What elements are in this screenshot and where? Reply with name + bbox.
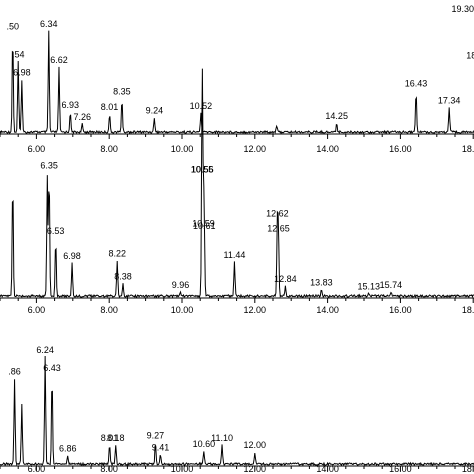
x-tick-label: 6.00 — [28, 464, 46, 474]
chromatogram-panel-top: 6.00 8.00 10.00 12.00 14.00 16.00 18.00 .50 .54 6… — [0, 4, 474, 154]
peak-label: 8.01 — [101, 102, 119, 112]
peak-label: 10.52 — [190, 101, 213, 111]
peak-label: 6.98 — [63, 251, 81, 261]
chromatogram-trace — [0, 356, 474, 467]
peak-label: 6.53 — [47, 226, 65, 236]
peak-label: 12.00 — [244, 440, 267, 450]
peak-label: 12.65 — [267, 224, 290, 234]
x-tick-label: 14.00 — [316, 144, 339, 154]
x-tick-label: 18.00 — [462, 305, 474, 315]
peak-label: .54 — [12, 49, 25, 59]
chromatogram-trace — [0, 68, 474, 299]
peak-label: 6.98 — [13, 67, 31, 77]
peak-label: 9.27 — [147, 431, 165, 441]
peak-label: 17.34 — [438, 95, 461, 105]
peak-label: 6.34 — [40, 19, 58, 29]
x-tick-label: 10.00 — [171, 305, 194, 315]
x-tick-label: 16.00 — [389, 144, 412, 154]
peak-label: 12.62 — [266, 208, 289, 218]
x-tick-label: 16.00 — [389, 464, 412, 474]
peak-label: 15.74 — [380, 280, 403, 290]
x-tick-label: 6.00 — [28, 144, 46, 154]
peak-label: 10.55 — [191, 164, 214, 174]
chromatogram-panel-bottom: 6.00 8.00 10.00 12.00 14.00 16.00 18.00 .86 6.24… — [0, 345, 474, 474]
peak-label: 16.43 — [405, 79, 428, 89]
x-tick-label: 18.00 — [462, 464, 474, 474]
x-tick-label: 12.00 — [244, 144, 267, 154]
x-tick-label: 18.00 — [462, 144, 474, 154]
x-tick-label: 10.00 — [171, 144, 194, 154]
peak-label: 9.24 — [146, 105, 164, 115]
peak-label: 6.86 — [59, 444, 77, 454]
x-tick-label: 16.00 — [389, 305, 412, 315]
x-tick-label: 8.00 — [100, 464, 118, 474]
peak-label: 11.10 — [211, 433, 233, 443]
peak-label: 8.18 — [107, 433, 125, 443]
x-tick-label: 12.00 — [244, 305, 267, 315]
peak-label: 6.93 — [61, 100, 79, 110]
chromatogram-panel-middle: 6.00 8.00 10.00 12.00 14.00 16.00 18.00 6.35 6.5… — [0, 68, 474, 315]
x-tick-label: 6.00 — [28, 305, 46, 315]
x-tick-label: 8.00 — [100, 305, 118, 315]
x-tick-label: 12.00 — [244, 464, 267, 474]
x-tick-label: 10.00 — [171, 464, 194, 474]
peak-label: 10.56 — [191, 164, 214, 174]
peak-label: 8.38 — [114, 271, 132, 281]
peak-label: .86 — [8, 366, 21, 376]
x-tick-label: 14.00 — [316, 305, 339, 315]
peak-label: 11.44 — [223, 250, 245, 260]
peak-label: .50 — [6, 21, 19, 31]
peak-label: 10.59 — [192, 218, 215, 228]
corner-label: 19.30 — [451, 4, 474, 14]
peak-label: 8.01 — [101, 433, 119, 443]
chromatogram-trace — [0, 30, 474, 135]
peak-label: 12.84 — [274, 274, 297, 284]
peak-label: 18.11 — [466, 51, 474, 61]
peak-label: 7.26 — [73, 112, 91, 122]
peak-label: 8.35 — [113, 86, 131, 96]
peak-label: 9.41 — [152, 442, 170, 452]
x-tick-label: 14.00 — [316, 464, 339, 474]
peak-label: 9.96 — [172, 280, 190, 290]
peak-label: 13.83 — [310, 278, 333, 288]
peak-label: 15.13 — [357, 281, 380, 291]
peak-label: 10.60 — [193, 439, 216, 449]
peak-label: 8.22 — [108, 249, 126, 259]
x-tick-label: 8.00 — [100, 144, 118, 154]
peak-label: 6.62 — [50, 55, 68, 65]
peak-label: 6.35 — [40, 161, 58, 171]
peak-label: 14.25 — [325, 111, 348, 121]
peak-label: 6.24 — [36, 345, 54, 355]
peak-label: 10.61 — [193, 221, 216, 231]
peak-label: 6.43 — [43, 363, 61, 373]
